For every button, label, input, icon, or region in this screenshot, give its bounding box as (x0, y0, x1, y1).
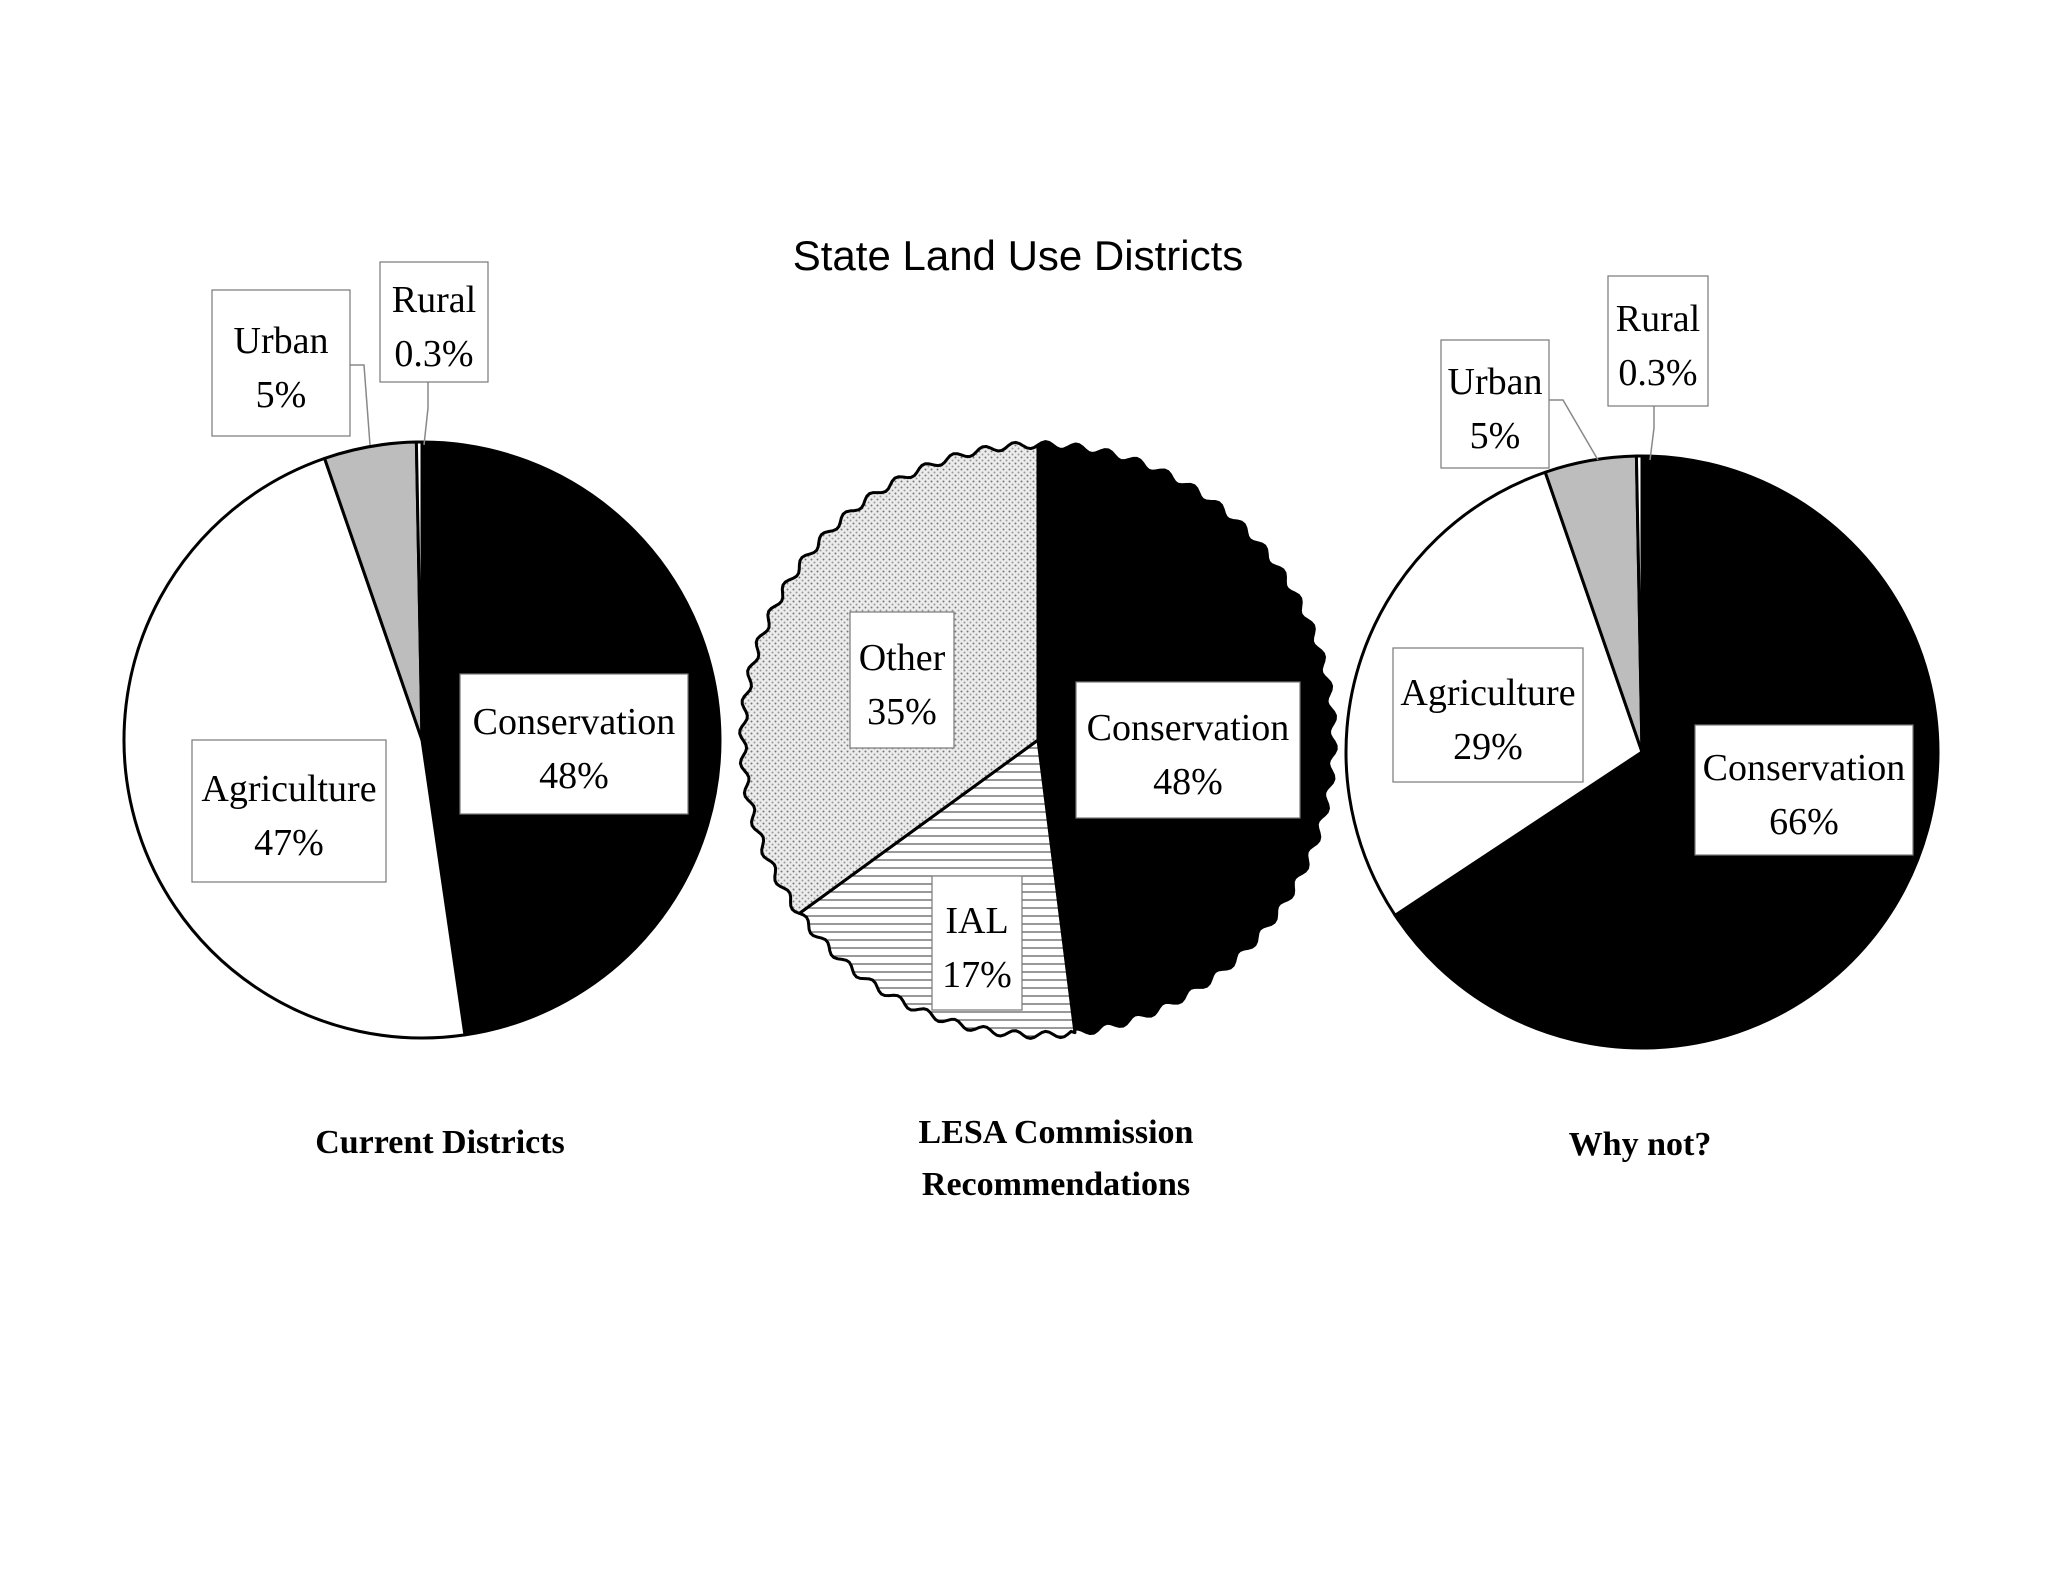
slice-label-conservation: Conservation 48% (1075, 681, 1301, 819)
label-box (379, 261, 489, 383)
slice-label-conservation: Conservation 48% (459, 673, 689, 815)
label-box (1440, 339, 1550, 469)
slice-label-rural: Rural 0.3% (1607, 275, 1709, 461)
slice-label-agriculture: Agriculture 29% (1392, 647, 1584, 783)
slice-value: 48% (539, 755, 609, 797)
pie-slice-rural (1634, 454, 1644, 754)
leader-line (350, 364, 371, 446)
slice-name: Urban (1448, 361, 1543, 403)
slice-name: Rural (392, 279, 476, 321)
slice-value: 47% (254, 822, 324, 864)
leader-line (1549, 399, 1599, 461)
slice-label-urban: Urban 5% (211, 289, 371, 446)
slice-label-urban: Urban 5% (1440, 339, 1599, 469)
slice-name: Other (859, 637, 946, 679)
pie-chart-3: Conservation 66% Agriculture 29% Urban 5% Rura… (1344, 275, 1940, 1163)
charts-layer: Conservation 48% Agriculture 47% Urban 5% Rura… (122, 261, 1940, 1203)
slice-value: 35% (867, 691, 937, 733)
label-box (1392, 647, 1584, 783)
slice-value: 0.3% (1618, 352, 1697, 394)
pie-slice-conservation (1393, 454, 1940, 1050)
leader-line (423, 382, 429, 446)
slice-value: 48% (1153, 761, 1223, 803)
chart-caption: Recommendations (922, 1166, 1190, 1203)
slice-label-rural: Rural 0.3% (379, 261, 489, 446)
slice-label-conservation: Conservation 66% (1694, 724, 1914, 856)
slice-value: 29% (1453, 726, 1523, 768)
slice-name: Conservation (1703, 747, 1906, 789)
slice-label-ial: IAL 17% (931, 875, 1023, 1011)
leader-line (1649, 406, 1655, 461)
pie-chart-2: Conservation 48% IAL 17% Other 35% LESA Commis… (738, 440, 1338, 1203)
label-box (1607, 275, 1709, 407)
slice-value: 5% (1470, 415, 1521, 457)
label-box (191, 739, 387, 883)
label-box (1694, 724, 1914, 856)
chart-caption: Why not? (1569, 1126, 1712, 1163)
slice-label-agriculture: Agriculture 47% (191, 739, 387, 883)
pie-chart-1: Conservation 48% Agriculture 47% Urban 5% Rura… (122, 261, 722, 1161)
slice-name: Conservation (1087, 707, 1290, 749)
slice-value: 5% (256, 374, 307, 416)
slice-value: 17% (942, 954, 1012, 996)
slice-name: IAL (945, 900, 1008, 942)
label-box (459, 673, 689, 815)
label-box (1075, 681, 1301, 819)
slice-name: Agriculture (201, 768, 376, 810)
slice-name: Urban (234, 320, 329, 362)
slice-value: 0.3% (394, 333, 473, 375)
label-box (931, 875, 1023, 1011)
slice-name: Conservation (473, 701, 676, 743)
label-box (849, 611, 955, 749)
label-box (211, 289, 351, 437)
chart-caption: Current Districts (315, 1124, 565, 1161)
slice-value: 66% (1769, 801, 1839, 843)
slice-name: Rural (1616, 298, 1700, 340)
slice-label-other: Other 35% (849, 611, 955, 749)
pie-slice-rural (414, 440, 424, 742)
slice-name: Agriculture (1400, 672, 1575, 714)
chart-caption: LESA Commission (919, 1114, 1194, 1151)
chart-title: State Land Use Districts (793, 232, 1244, 279)
